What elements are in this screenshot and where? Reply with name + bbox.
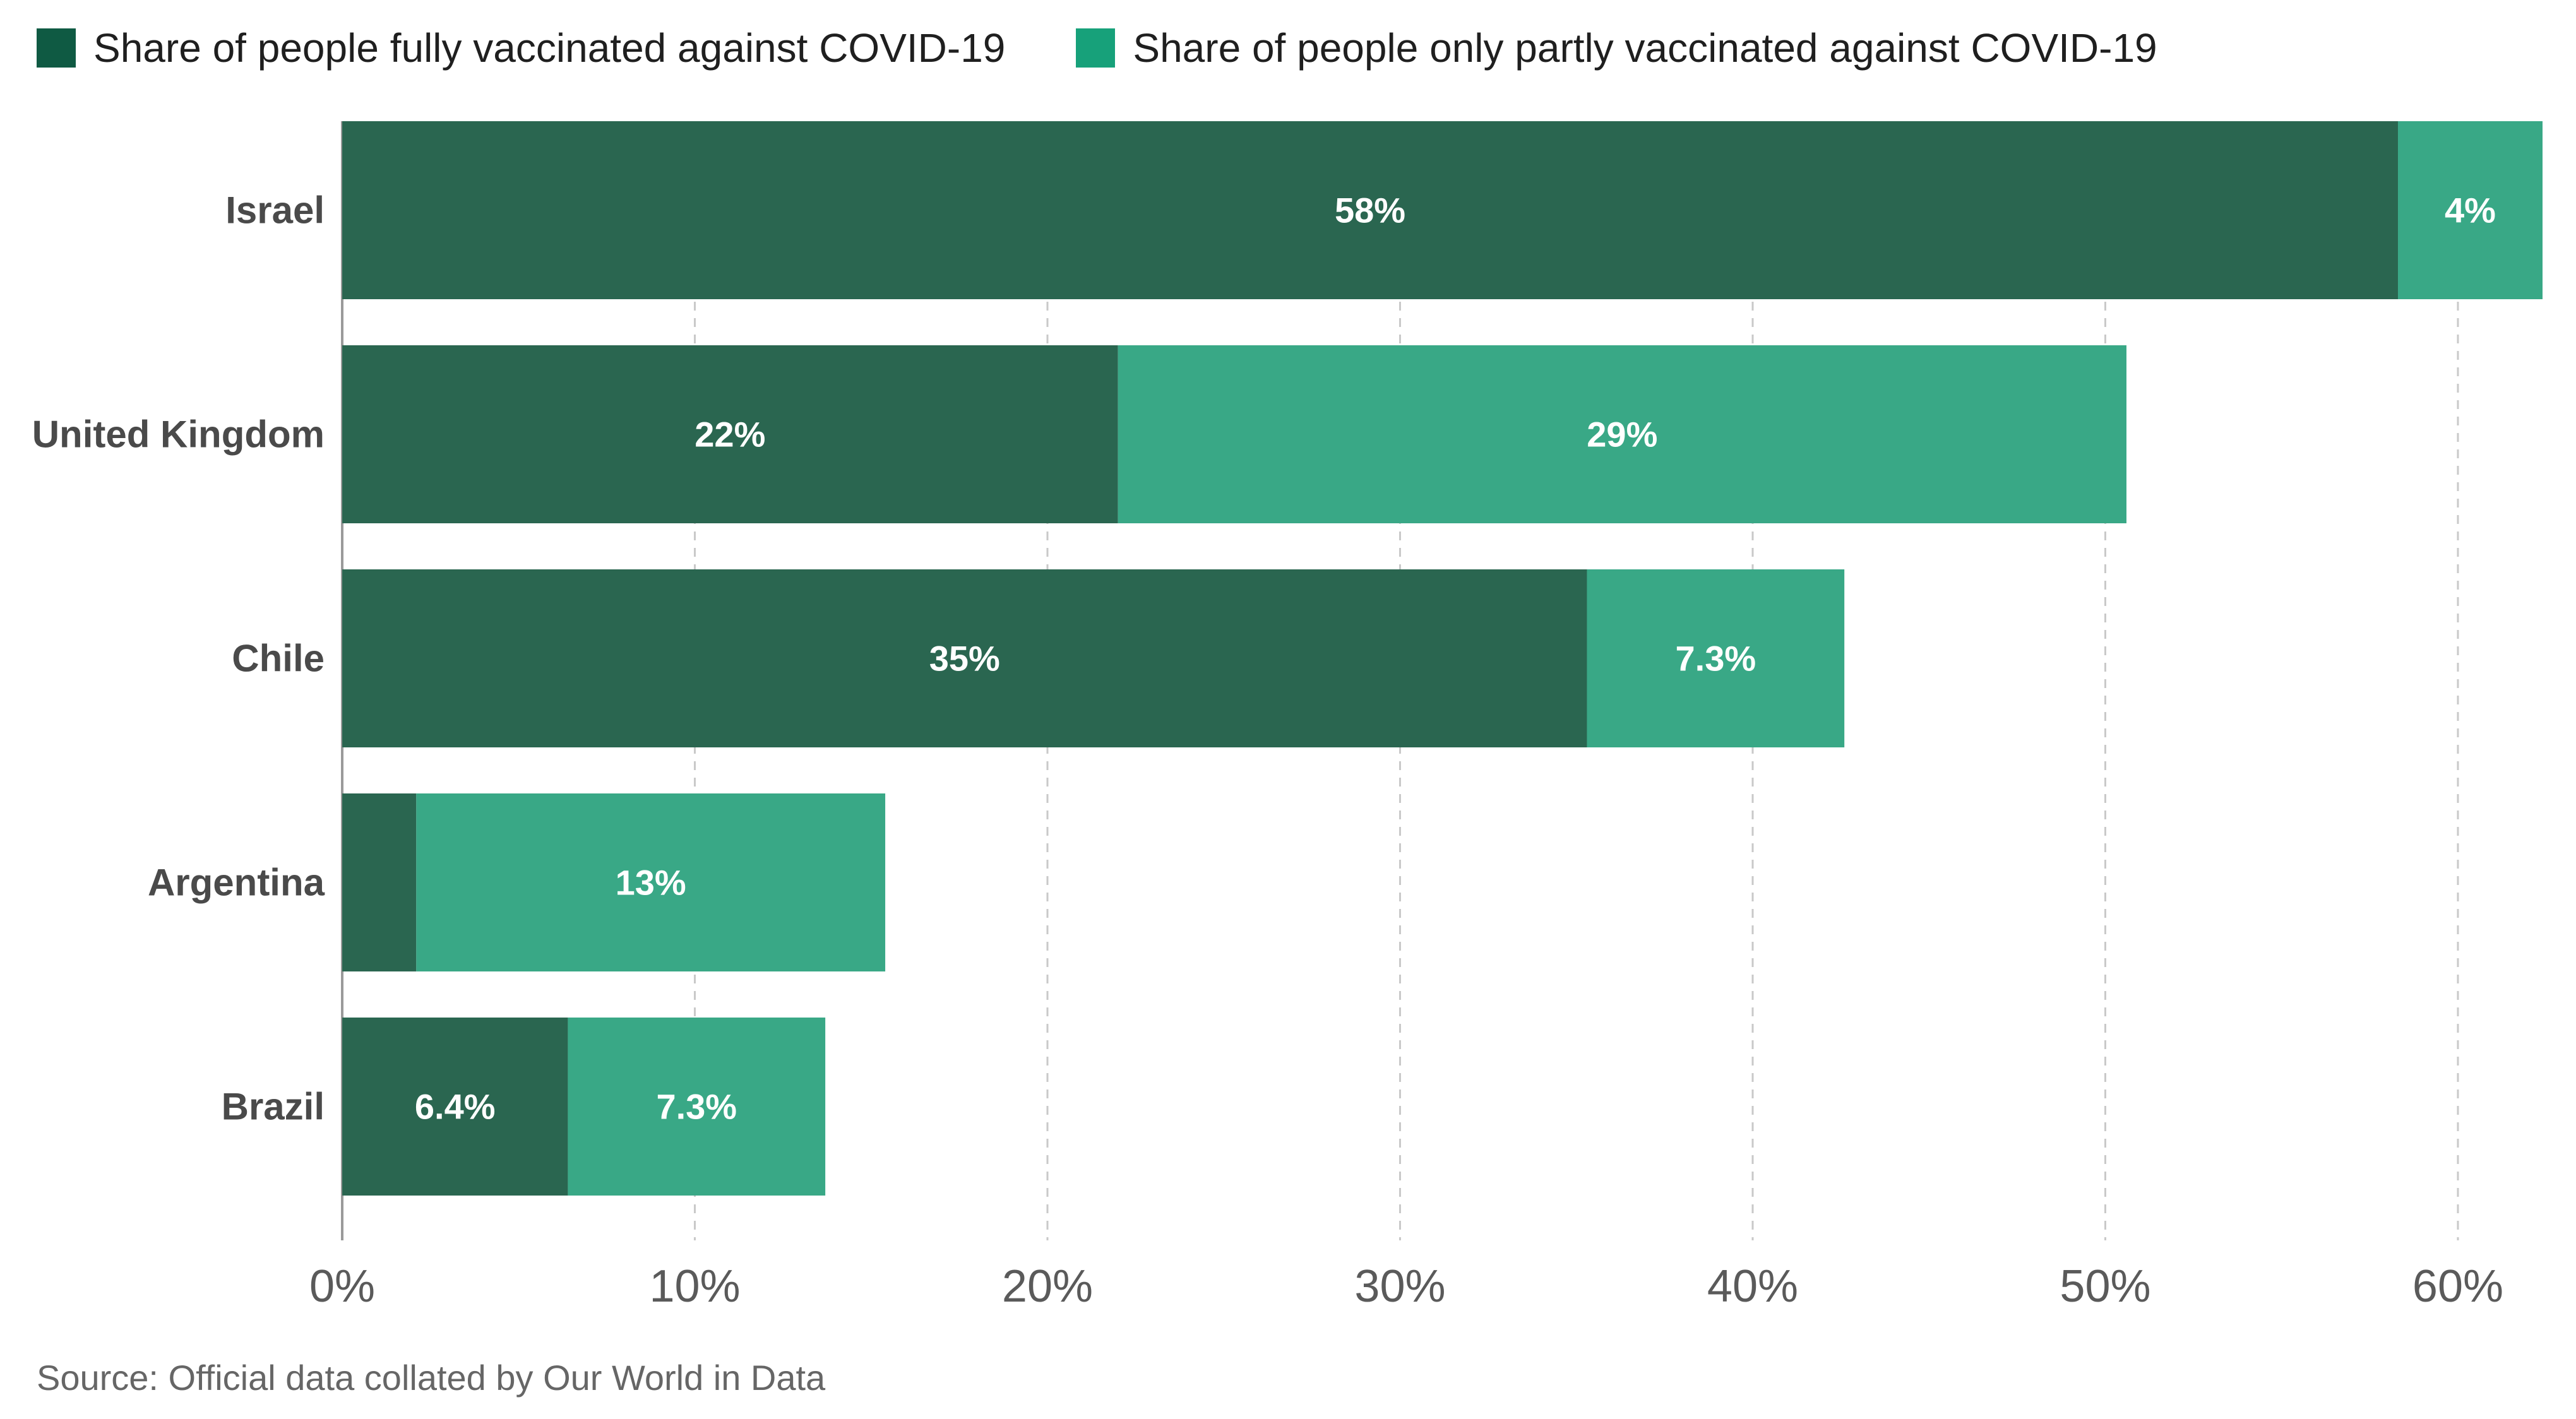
category-label-brazil: Brazil bbox=[222, 1086, 325, 1128]
bar-united-kingdom-fully bbox=[342, 345, 1118, 523]
bar-argentina-partly bbox=[416, 793, 886, 971]
data-label-israel-fully: 58% bbox=[1335, 191, 1405, 230]
legend-item-partly: Share of people only partly vaccinated a… bbox=[1076, 25, 2157, 71]
bars bbox=[342, 121, 2543, 1196]
data-labels: 58% 4% 22% 29% 35% 7.3% 13% 6.4% 7.3% bbox=[415, 191, 2496, 1127]
bar-israel-fully bbox=[342, 121, 2399, 299]
data-label-united-kingdom-partly: 29% bbox=[1587, 415, 1657, 454]
x-tick-label-20: 20% bbox=[1002, 1261, 1093, 1312]
legend: Share of people fully vaccinated against… bbox=[37, 23, 2228, 73]
x-axis-ticks: 0% 10% 20% 30% 40% 50% 60% bbox=[309, 1261, 2503, 1312]
x-tick-label-0: 0% bbox=[309, 1261, 375, 1312]
legend-swatch-fully bbox=[37, 28, 76, 68]
bar-brazil-fully bbox=[342, 1018, 568, 1196]
category-label-chile: Chile bbox=[232, 638, 325, 680]
data-label-brazil-fully: 6.4% bbox=[415, 1087, 496, 1127]
data-label-brazil-partly: 7.3% bbox=[656, 1087, 737, 1127]
category-labels: Israel United Kingdom Chile Argentina Brazil bbox=[32, 189, 325, 1128]
bar-united-kingdom-partly bbox=[1118, 345, 2126, 523]
bar-chile-fully bbox=[342, 569, 1587, 747]
bar-brazil-partly bbox=[568, 1018, 826, 1196]
bar-chile-partly bbox=[1587, 569, 1845, 747]
legend-label-fully: Share of people fully vaccinated against… bbox=[93, 25, 1006, 71]
legend-item-fully: Share of people fully vaccinated against… bbox=[37, 25, 1005, 71]
legend-swatch-partly bbox=[1076, 28, 1116, 68]
x-tick-label-60: 60% bbox=[2412, 1261, 2503, 1312]
x-tick-label-40: 40% bbox=[1707, 1261, 1798, 1312]
data-label-chile-partly: 7.3% bbox=[1676, 639, 1756, 679]
x-tick-label-30: 30% bbox=[1354, 1261, 1445, 1312]
data-label-argentina-partly: 13% bbox=[616, 863, 686, 903]
bar-israel-partly bbox=[2398, 121, 2543, 299]
category-label-united-kingdom: United Kingdom bbox=[32, 413, 325, 456]
data-label-united-kingdom-fully: 22% bbox=[695, 415, 765, 454]
bar-argentina-fully bbox=[342, 793, 417, 971]
data-label-israel-partly: 4% bbox=[2445, 191, 2496, 230]
legend-label-partly: Share of people only partly vaccinated a… bbox=[1133, 25, 2157, 71]
x-tick-label-50: 50% bbox=[2060, 1261, 2150, 1312]
category-label-argentina: Argentina bbox=[148, 862, 325, 904]
source-note: Source: Official data collated by Our Wo… bbox=[37, 1358, 826, 1398]
data-label-chile-fully: 35% bbox=[929, 639, 1000, 679]
x-tick-label-10: 10% bbox=[649, 1261, 740, 1312]
category-label-israel: Israel bbox=[225, 189, 325, 232]
